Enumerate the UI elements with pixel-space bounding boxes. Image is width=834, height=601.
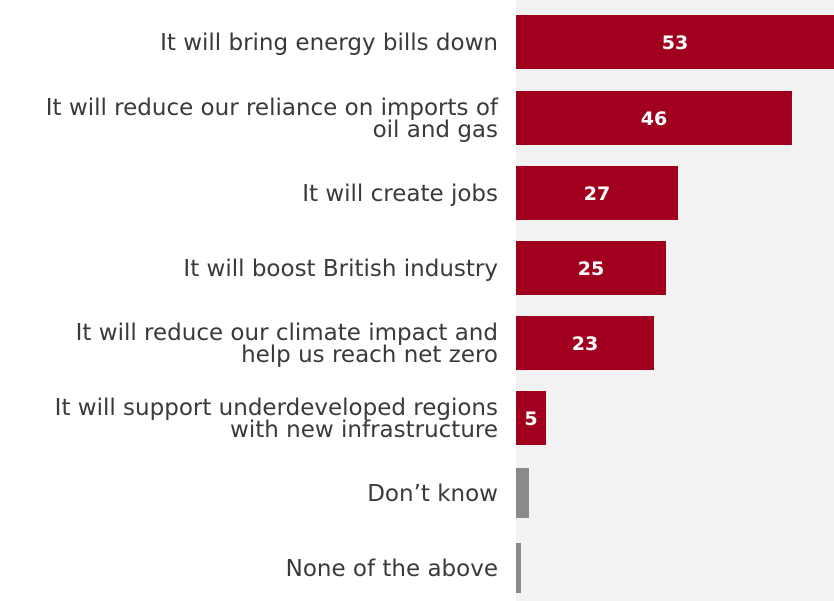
- category-label-7: None of the above: [286, 556, 498, 582]
- category-label-line: It will boost British industry: [183, 256, 498, 282]
- category-label-1: It will reduce our reliance on imports o…: [46, 95, 499, 143]
- value-label-3: 25: [578, 258, 604, 280]
- value-label-1: 46: [641, 108, 667, 130]
- category-label-0: It will bring energy bills down: [160, 30, 498, 56]
- category-label-line: It will bring energy bills down: [160, 30, 498, 56]
- category-label-line: help us reach net zero: [241, 342, 498, 368]
- category-label-3: It will boost British industry: [183, 256, 498, 282]
- plot-background: [516, 0, 834, 601]
- value-label-0: 53: [662, 32, 688, 54]
- category-label-4: It will reduce our climate impact and hel…: [76, 320, 498, 368]
- value-label-2: 27: [584, 183, 610, 205]
- category-label-5: It will support underdeveloped regions wi…: [55, 395, 498, 443]
- category-label-line: It will create jobs: [302, 181, 498, 207]
- category-label-6: Don’t know: [367, 481, 498, 507]
- value-label-5: 5: [524, 408, 537, 430]
- category-label-line: Don’t know: [367, 481, 498, 507]
- category-label-line: with new infrastructure: [230, 417, 498, 443]
- bar-6: [516, 468, 529, 518]
- category-labels-group: It will bring energy bills down It will r…: [46, 30, 499, 582]
- category-label-line: oil and gas: [373, 117, 498, 143]
- value-label-4: 23: [572, 333, 598, 355]
- category-label-line: None of the above: [286, 556, 498, 582]
- bar-7: [516, 543, 521, 593]
- category-label-2: It will create jobs: [302, 181, 498, 207]
